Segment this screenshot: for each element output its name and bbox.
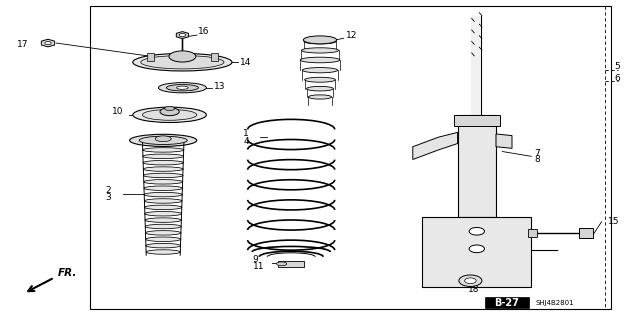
Text: 18: 18	[468, 285, 479, 294]
Text: 7: 7	[534, 149, 540, 158]
Circle shape	[469, 245, 484, 253]
Ellipse shape	[144, 186, 182, 190]
Ellipse shape	[140, 136, 187, 145]
Ellipse shape	[129, 134, 197, 146]
Ellipse shape	[143, 160, 183, 165]
Text: 4: 4	[243, 137, 249, 146]
Ellipse shape	[144, 192, 182, 197]
Text: 10: 10	[112, 107, 124, 116]
Ellipse shape	[166, 85, 198, 91]
Polygon shape	[176, 32, 189, 39]
Text: SHJ4B2801: SHJ4B2801	[535, 300, 573, 306]
Ellipse shape	[155, 136, 172, 142]
Bar	[147, 53, 154, 61]
Text: 2: 2	[106, 186, 111, 196]
Ellipse shape	[304, 39, 336, 44]
Text: 15: 15	[608, 217, 620, 226]
Ellipse shape	[301, 48, 339, 53]
Polygon shape	[413, 132, 458, 160]
Ellipse shape	[300, 57, 340, 63]
Text: 3: 3	[106, 193, 111, 202]
Text: 12: 12	[346, 31, 357, 40]
Polygon shape	[42, 39, 54, 47]
Text: 6: 6	[614, 74, 620, 83]
Ellipse shape	[302, 68, 338, 73]
Ellipse shape	[145, 218, 182, 222]
Ellipse shape	[303, 36, 337, 44]
Text: 13: 13	[214, 82, 226, 91]
Text: 11: 11	[253, 262, 264, 271]
Circle shape	[465, 278, 476, 284]
Text: 9: 9	[253, 256, 259, 264]
Text: 5: 5	[614, 62, 620, 71]
Ellipse shape	[160, 108, 179, 116]
Ellipse shape	[145, 205, 182, 210]
Ellipse shape	[145, 199, 182, 203]
Text: 1: 1	[243, 130, 249, 138]
Ellipse shape	[143, 180, 183, 184]
Circle shape	[45, 41, 51, 45]
Ellipse shape	[308, 95, 332, 99]
Circle shape	[469, 227, 484, 235]
Ellipse shape	[145, 211, 182, 216]
Circle shape	[459, 275, 482, 286]
Bar	[90, 6, 611, 309]
Ellipse shape	[146, 250, 180, 254]
Text: 8: 8	[534, 155, 540, 164]
Bar	[278, 261, 304, 267]
Bar	[579, 228, 593, 238]
Text: B-27: B-27	[495, 298, 519, 308]
Polygon shape	[496, 134, 512, 148]
Ellipse shape	[164, 106, 175, 110]
Bar	[528, 229, 537, 237]
Bar	[485, 297, 529, 308]
Bar	[472, 16, 481, 115]
Circle shape	[179, 33, 186, 37]
Ellipse shape	[133, 54, 232, 71]
Ellipse shape	[146, 237, 180, 241]
Bar	[454, 115, 500, 126]
Text: 14: 14	[240, 58, 252, 67]
Ellipse shape	[143, 173, 183, 178]
Ellipse shape	[141, 56, 224, 69]
Ellipse shape	[145, 224, 181, 229]
Bar	[211, 53, 218, 61]
Ellipse shape	[307, 86, 333, 91]
Text: 17: 17	[17, 40, 29, 49]
Ellipse shape	[169, 51, 196, 62]
Ellipse shape	[143, 148, 184, 152]
Text: 16: 16	[198, 27, 210, 36]
Ellipse shape	[305, 77, 335, 82]
Ellipse shape	[158, 83, 206, 93]
Ellipse shape	[146, 243, 180, 248]
Bar	[458, 115, 496, 217]
Ellipse shape	[133, 107, 207, 122]
Ellipse shape	[177, 86, 188, 89]
Ellipse shape	[145, 231, 181, 235]
Ellipse shape	[143, 154, 184, 159]
Ellipse shape	[143, 167, 183, 171]
Ellipse shape	[142, 141, 184, 146]
Ellipse shape	[276, 262, 287, 266]
Text: FR.: FR.	[58, 268, 77, 278]
Bar	[422, 217, 531, 287]
Ellipse shape	[143, 109, 197, 120]
